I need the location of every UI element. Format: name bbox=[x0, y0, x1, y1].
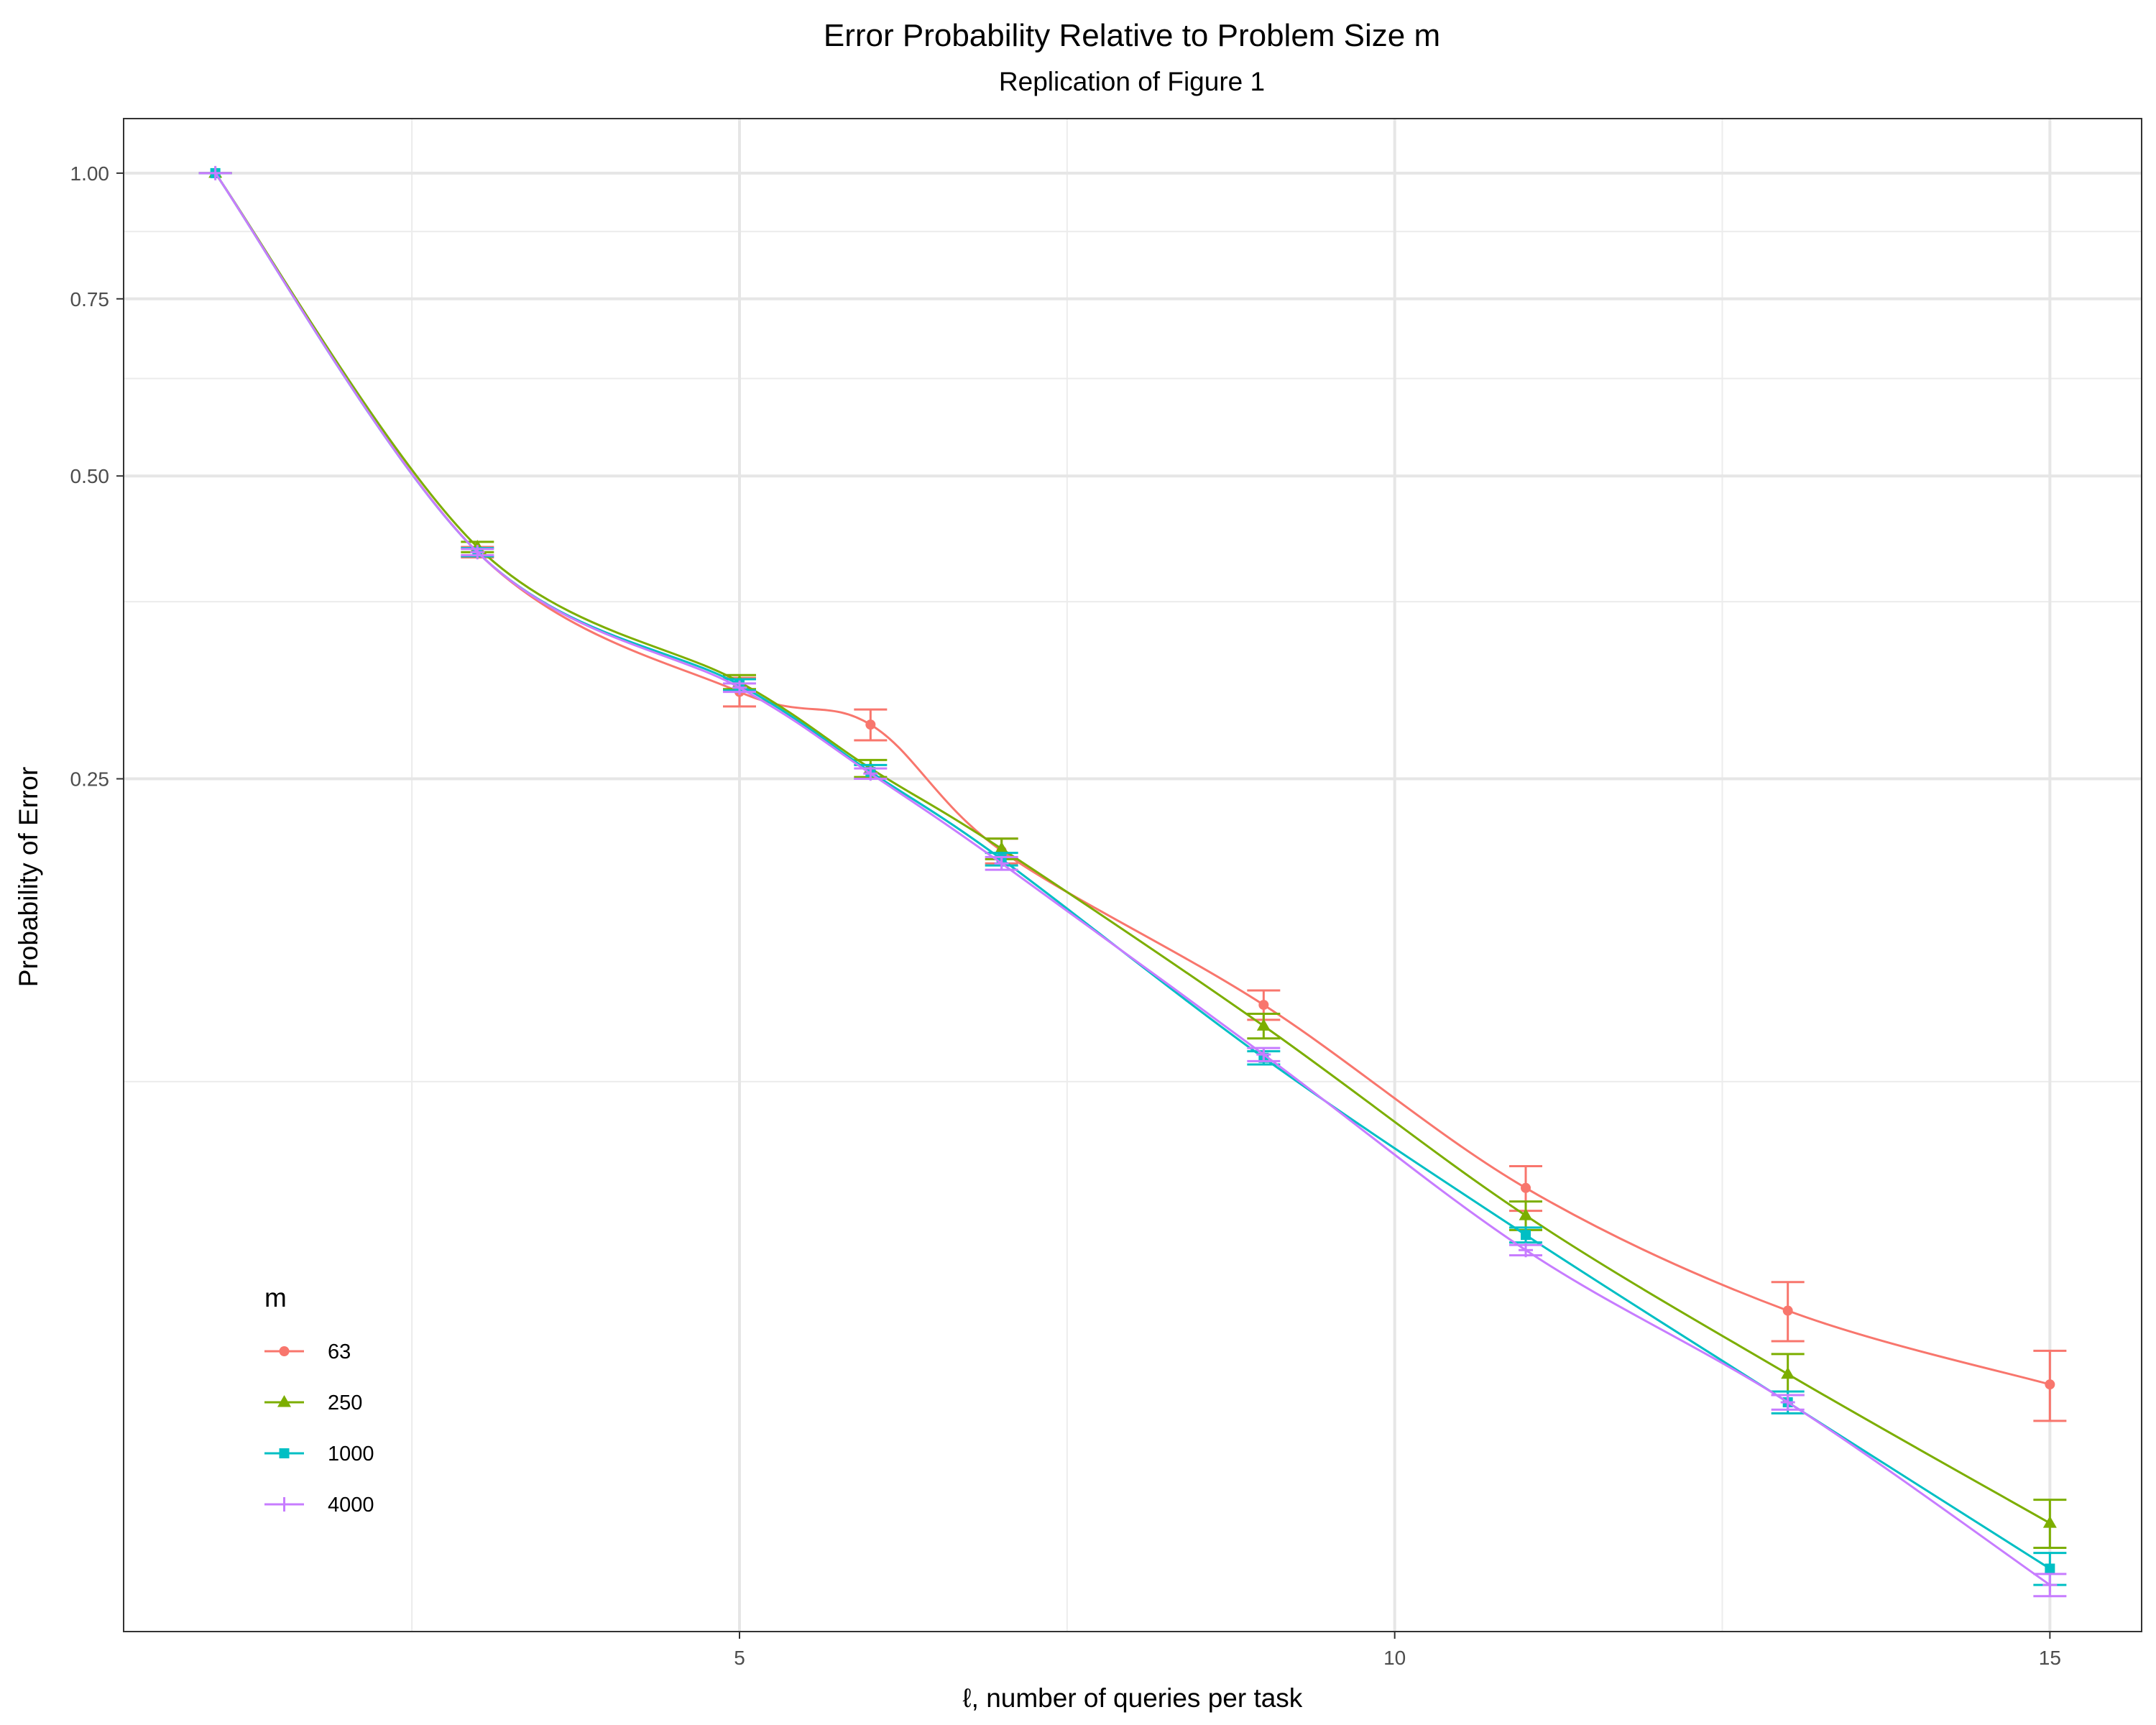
data-point bbox=[1519, 1243, 1534, 1258]
y-tick-label: 0.25 bbox=[70, 768, 110, 791]
legend-entry-63: 63 bbox=[264, 1340, 351, 1363]
data-point bbox=[2042, 1578, 2058, 1593]
plot-panel-border bbox=[123, 118, 2142, 1632]
legend-label: 250 bbox=[328, 1392, 362, 1414]
data-point bbox=[1521, 1230, 1531, 1241]
data-point bbox=[1781, 1366, 1795, 1379]
data-point bbox=[1258, 1000, 1269, 1011]
data-point bbox=[995, 841, 1009, 854]
legend-entry-250: 250 bbox=[264, 1392, 362, 1414]
chart-subtitle: Replication of Figure 1 bbox=[999, 67, 1265, 96]
data-point bbox=[208, 165, 223, 180]
series-4000 bbox=[198, 165, 2067, 1598]
data-point bbox=[1780, 1395, 1795, 1409]
data-point bbox=[1521, 1182, 1531, 1193]
data-point bbox=[470, 545, 485, 560]
x-tick-label: 10 bbox=[1383, 1647, 1406, 1669]
x-tick-label: 5 bbox=[734, 1647, 745, 1669]
y-axis-title: Probability of Error bbox=[14, 767, 43, 987]
x-tick-label: 15 bbox=[2039, 1647, 2061, 1669]
chart-title: Error Probability Relative to Problem Si… bbox=[824, 18, 1440, 53]
data-point bbox=[732, 680, 747, 695]
data-point bbox=[2042, 1516, 2057, 1528]
y-tick-label: 1.00 bbox=[70, 162, 110, 185]
series-line bbox=[214, 172, 2051, 1586]
data-point bbox=[2045, 1379, 2055, 1390]
legend-label: 4000 bbox=[328, 1494, 374, 1517]
legend-key-marker bbox=[279, 1448, 290, 1458]
data-point bbox=[865, 719, 876, 730]
data-point bbox=[863, 766, 878, 781]
data-point bbox=[1519, 1208, 1533, 1220]
legend-entry-1000: 1000 bbox=[264, 1443, 374, 1466]
data-point bbox=[1256, 1047, 1271, 1062]
legend-entry-4000: 4000 bbox=[264, 1494, 374, 1517]
data-point bbox=[1782, 1305, 1793, 1316]
y-tick-label: 0.75 bbox=[70, 288, 110, 310]
data-point bbox=[994, 856, 1009, 871]
legend-key-marker bbox=[277, 1395, 291, 1407]
legend-label: 63 bbox=[328, 1340, 351, 1363]
x-axis-title: ℓ, number of queries per task bbox=[963, 1683, 1303, 1713]
legend-key-marker bbox=[279, 1346, 290, 1356]
legend-title: m bbox=[264, 1283, 287, 1312]
legend: m 63 250 1000 4000 bbox=[264, 1283, 374, 1517]
axis-layer: 0.25 0.50 0.75 1.00 5 10 15 bbox=[70, 162, 2061, 1669]
data-point bbox=[1256, 1018, 1271, 1031]
y-tick-label: 0.50 bbox=[70, 465, 110, 487]
series-layer bbox=[198, 165, 2067, 1598]
legend-key-marker bbox=[277, 1497, 292, 1512]
data-point bbox=[2045, 1563, 2055, 1574]
legend-label: 1000 bbox=[328, 1443, 374, 1466]
